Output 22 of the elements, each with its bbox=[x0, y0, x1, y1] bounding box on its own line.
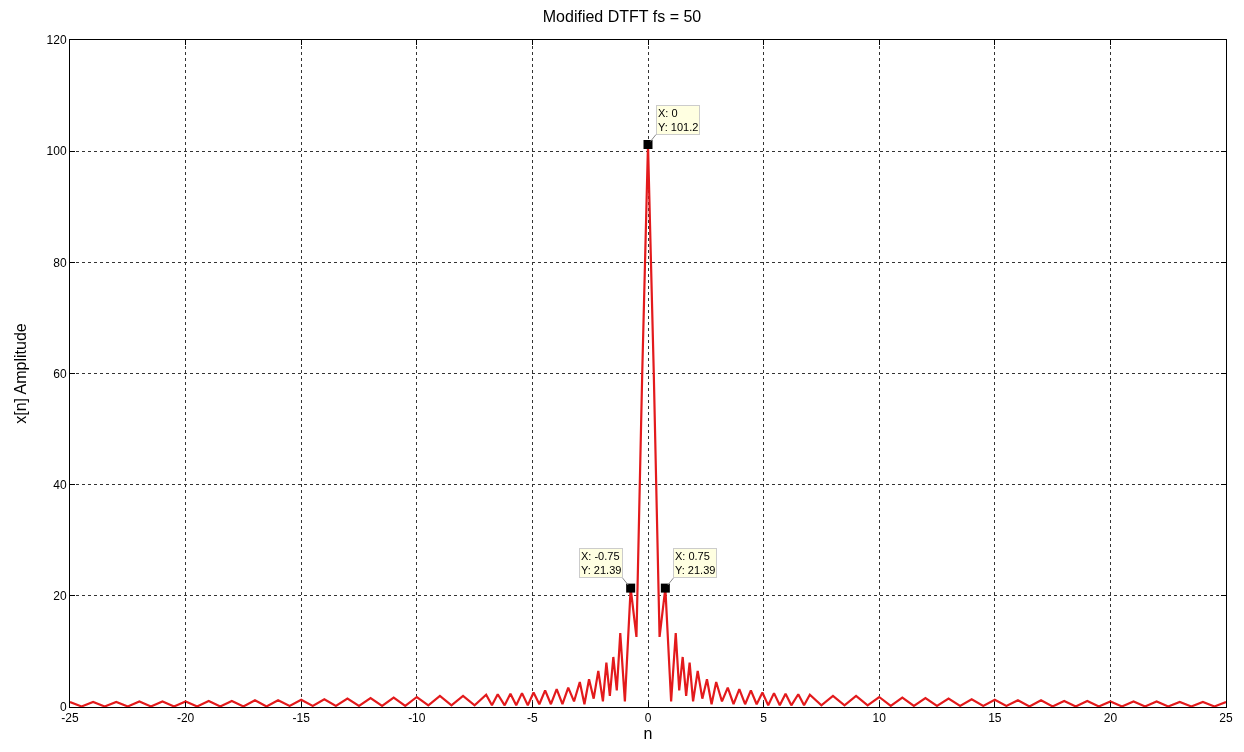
x-axis-title: n bbox=[643, 725, 653, 743]
x-tick-label: 15 bbox=[988, 711, 1002, 726]
x-tick-label: -5 bbox=[527, 711, 539, 726]
y-tick-label: 60 bbox=[53, 366, 67, 381]
x-tick-label: -20 bbox=[176, 711, 195, 726]
x-tick-label: 10 bbox=[872, 711, 887, 726]
x-tick-label: 25 bbox=[1219, 711, 1233, 726]
annotation: X: 0.75 Y: 21.39 bbox=[675, 550, 716, 577]
y-tick-label: 100 bbox=[46, 144, 67, 159]
y-axis-title: x[n] Amplitude bbox=[12, 323, 30, 424]
x-tick-label: 20 bbox=[1103, 711, 1118, 726]
x-tick-label: 5 bbox=[760, 711, 768, 726]
y-tick-label: 120 bbox=[46, 33, 67, 48]
y-tick-label: 80 bbox=[53, 255, 67, 270]
y-tick-label: 20 bbox=[53, 589, 67, 604]
chart-title: Modified DTFT fs = 50 bbox=[542, 8, 702, 26]
x-tick-label: 0 bbox=[644, 711, 652, 726]
x-tick-label: -10 bbox=[408, 711, 426, 726]
annotation: X: 0 Y: 101.2 bbox=[658, 107, 699, 134]
y-tick-label: 40 bbox=[53, 477, 67, 492]
x-tick-label: -15 bbox=[292, 711, 311, 726]
annotation: X: -0.75 Y: 21.39 bbox=[581, 550, 622, 577]
